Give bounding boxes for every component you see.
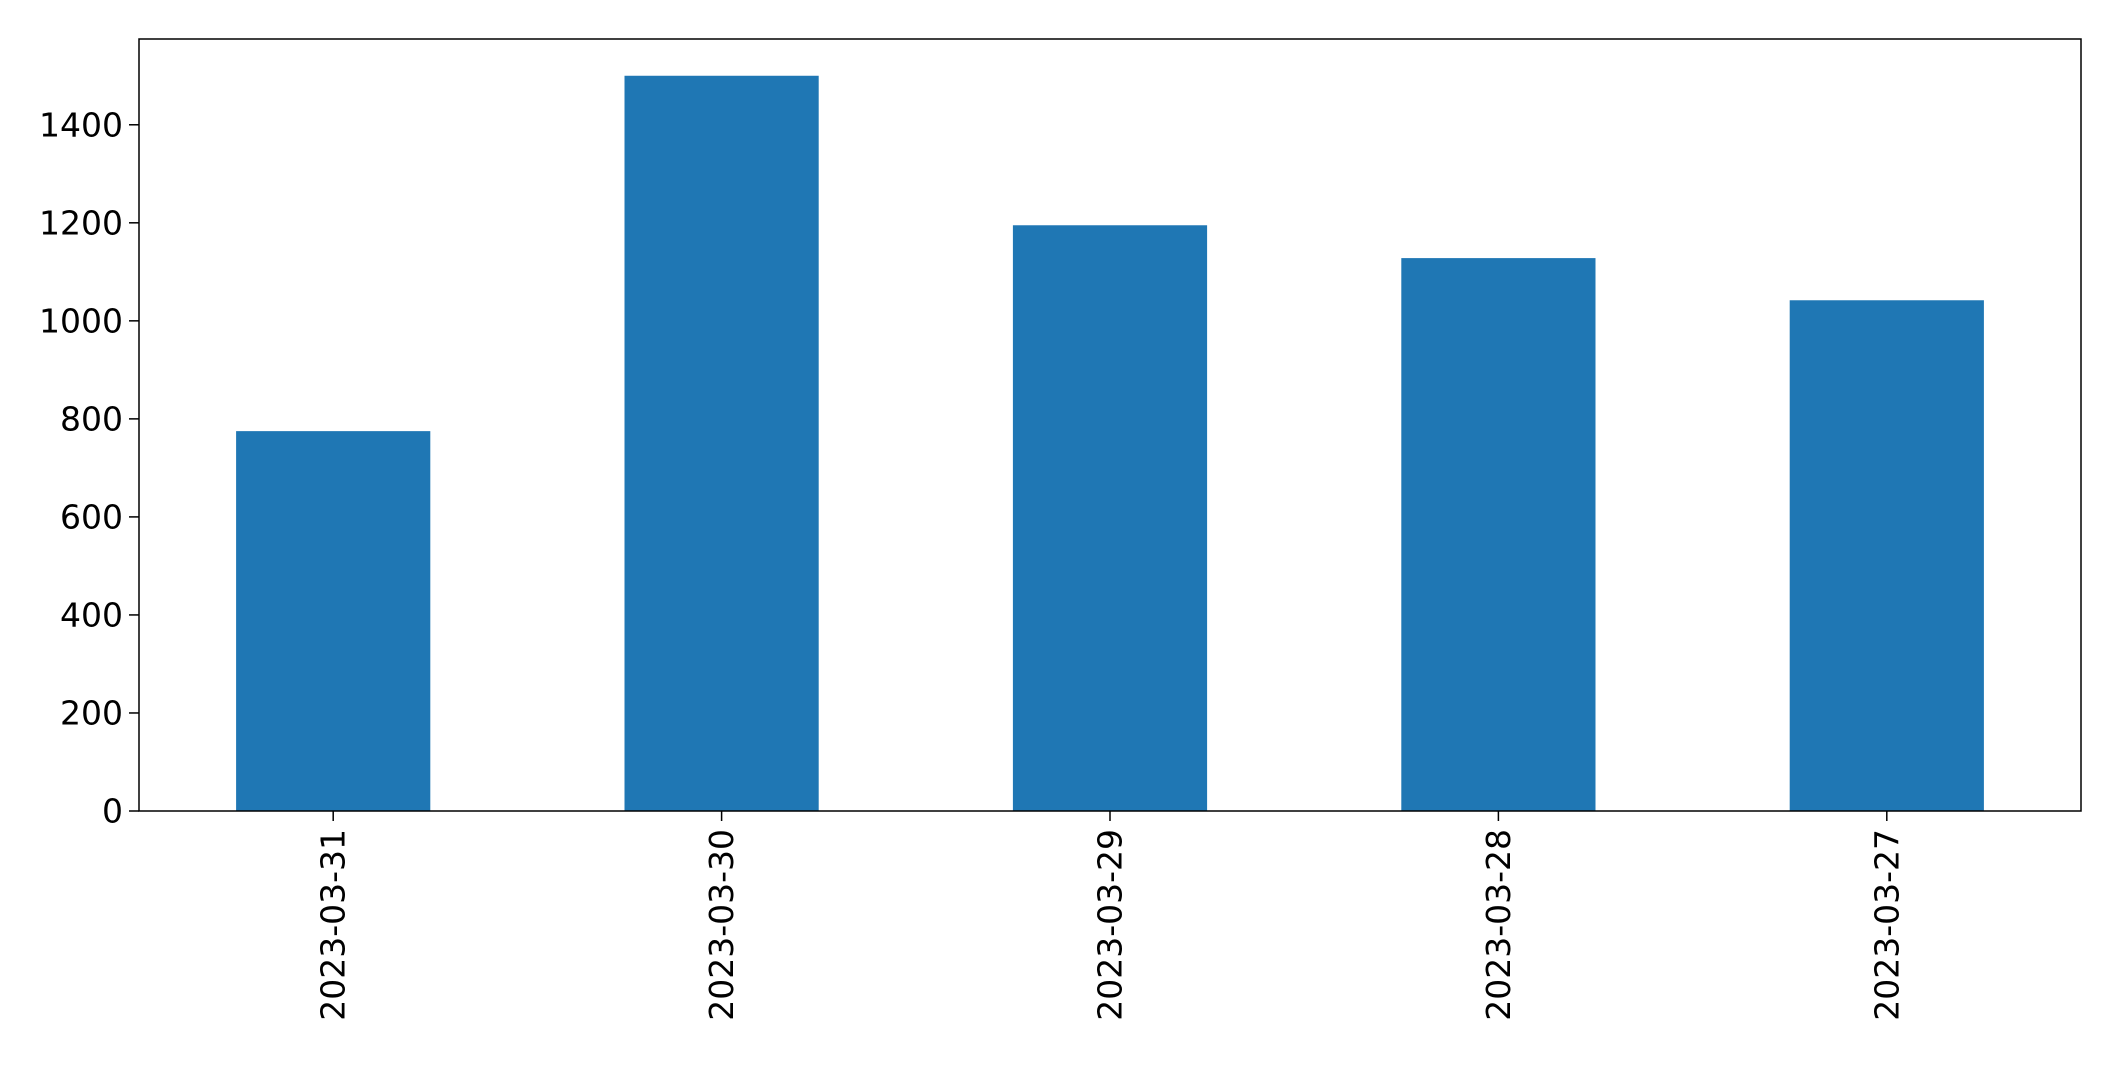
y-tick-label: 800 [60, 399, 123, 438]
bar-2023-03-27 [1789, 300, 1984, 811]
x-tick-label: 2023-03-30 [702, 829, 741, 1021]
x-tick-label: 2023-03-31 [314, 829, 353, 1021]
x-axis: 2023-03-31 2023-03-30 2023-03-29 2023-03-28… [314, 811, 1906, 1021]
y-tick-label: 600 [60, 497, 123, 536]
y-tick-label: 1000 [39, 301, 123, 340]
x-tick-label: 2023-03-27 [1867, 829, 1906, 1021]
bar-2023-03-28 [1401, 258, 1596, 811]
bars-layer [236, 75, 1984, 811]
y-tick-label: 1200 [39, 203, 123, 242]
bar-2023-03-31 [236, 431, 431, 811]
y-tick-label: 0 [102, 792, 123, 831]
y-tick-label: 1400 [39, 105, 123, 144]
bar-2023-03-29 [1012, 225, 1208, 811]
y-tick-label: 200 [60, 693, 123, 732]
bar-2023-03-30 [624, 75, 819, 811]
x-tick-label: 2023-03-29 [1091, 829, 1130, 1021]
x-tick-label: 2023-03-28 [1479, 829, 1518, 1021]
y-axis: 0 200 400 600 800 1000 1200 1400 [39, 105, 139, 831]
y-tick-label: 400 [60, 595, 123, 634]
